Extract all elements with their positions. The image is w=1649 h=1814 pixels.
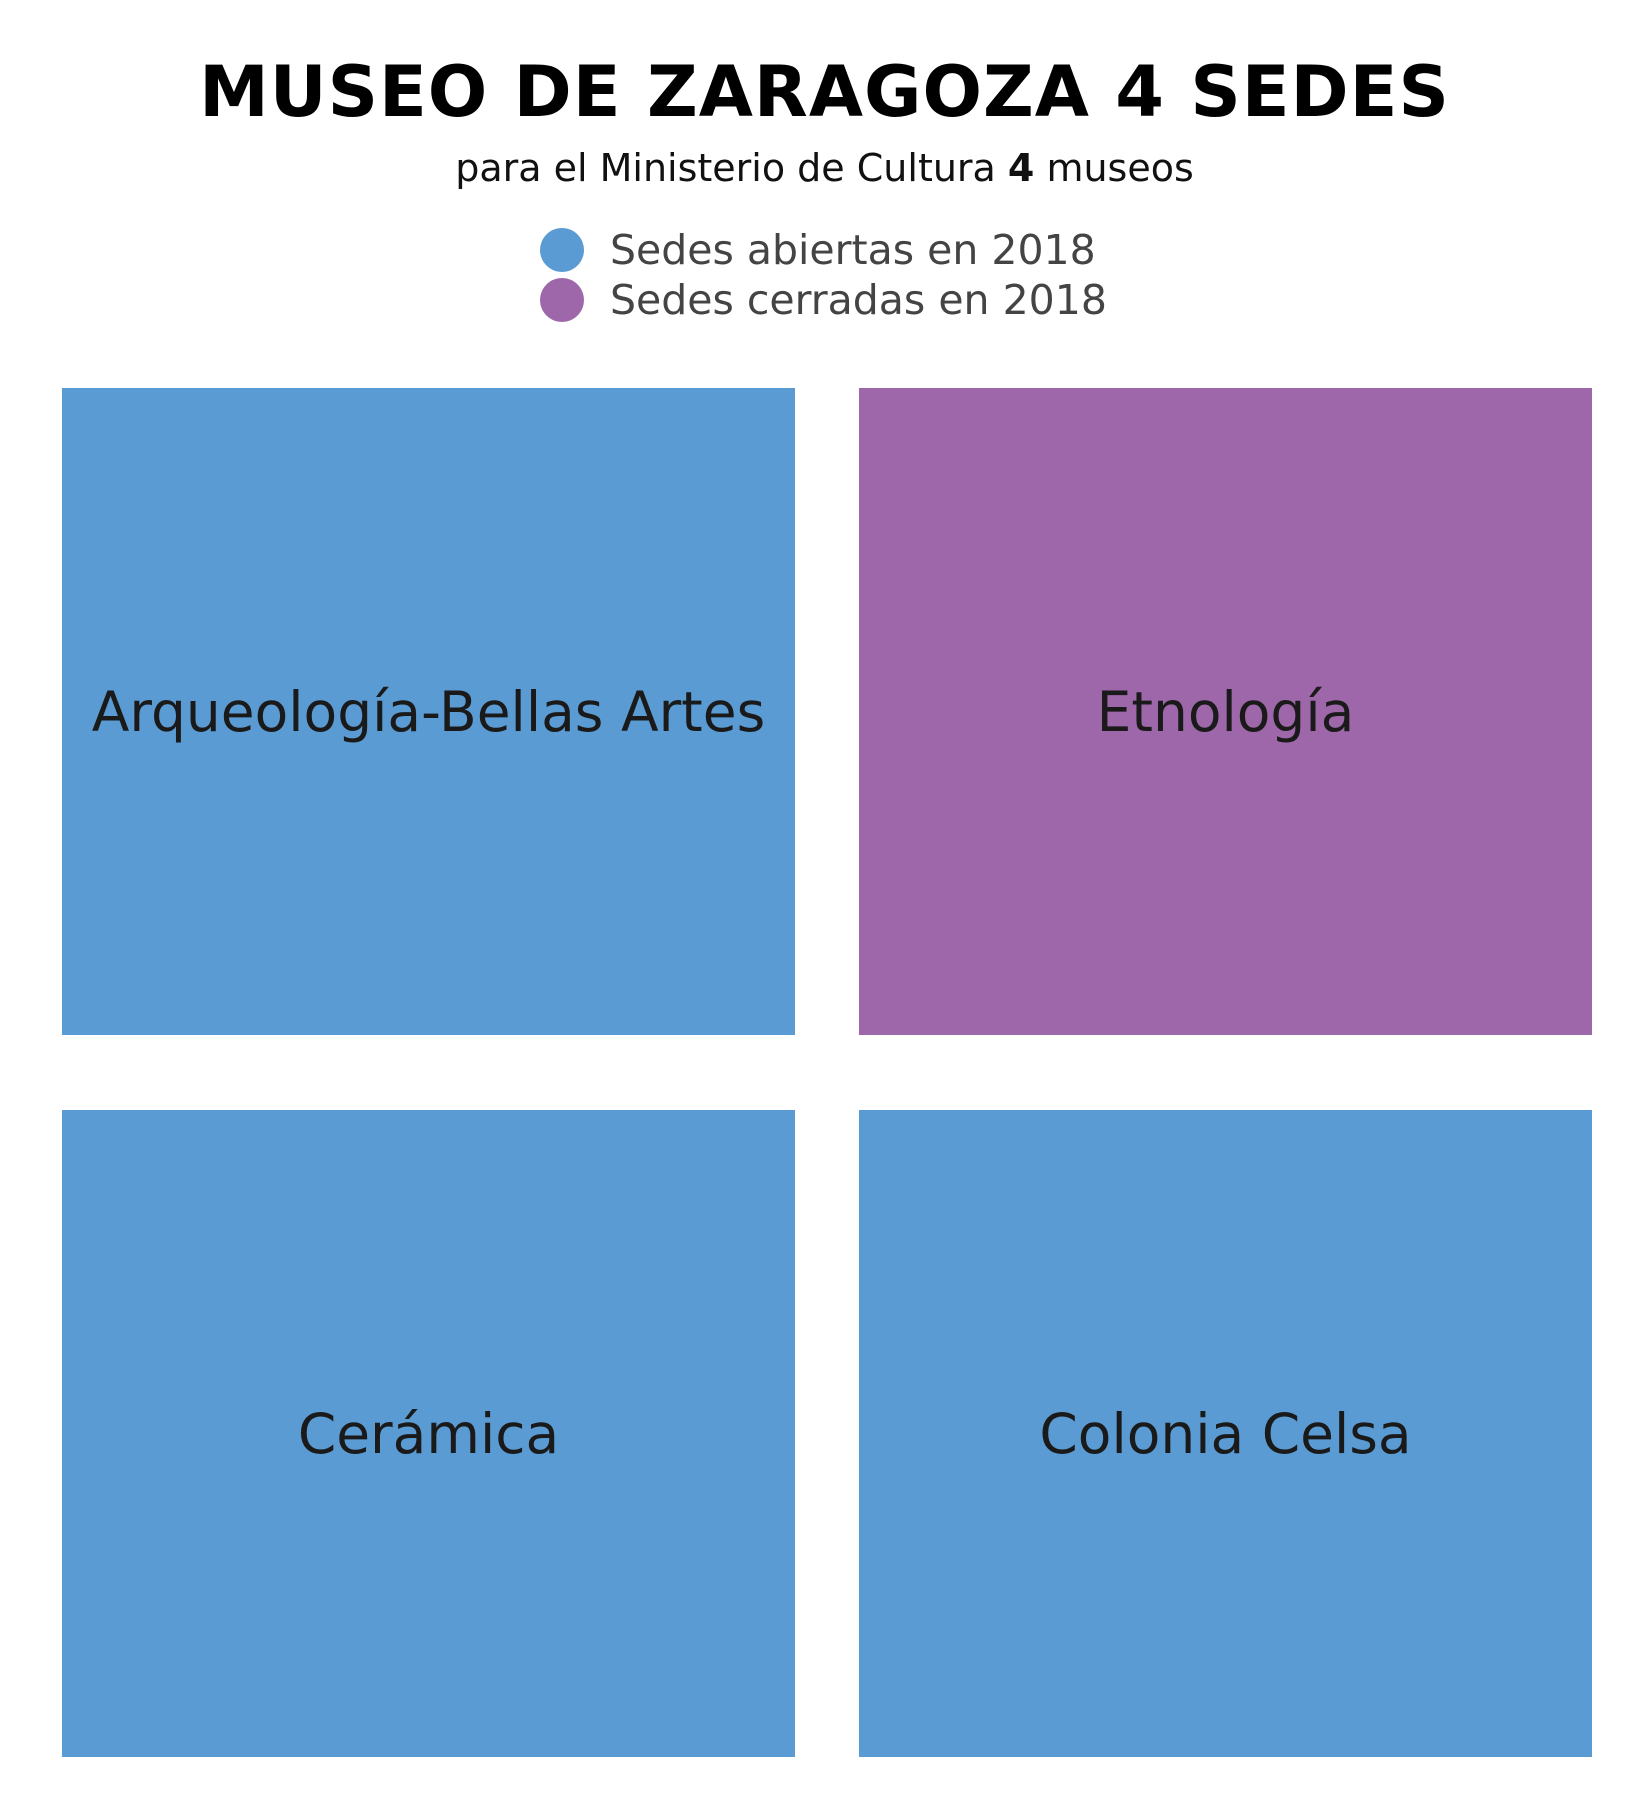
- legend-label-closed: Sedes cerradas en 2018: [610, 276, 1107, 324]
- tile-ceramica: Cerámica: [62, 1110, 795, 1757]
- tile-arqueologia-bellas-artes: Arqueología-Bellas Artes: [62, 388, 795, 1035]
- tile-colonia-celsa: Colonia Celsa: [859, 1110, 1592, 1757]
- legend-item-open: Sedes abiertas en 2018: [540, 225, 1107, 275]
- legend-item-closed: Sedes cerradas en 2018: [540, 275, 1107, 325]
- tile-label: Arqueología-Bellas Artes: [91, 679, 766, 744]
- subtitle-suffix: museos: [1034, 146, 1194, 190]
- tile-etnologia: Etnología: [859, 388, 1592, 1035]
- chart-title: MUSEO DE ZARAGOZA 4 SEDES: [199, 51, 1450, 133]
- legend-label-open: Sedes abiertas en 2018: [610, 226, 1096, 274]
- chart-subtitle: para el Ministerio de Cultura 4 museos: [0, 145, 1649, 191]
- tile-label: Cerámica: [297, 1401, 560, 1466]
- subtitle-number: 4: [1007, 146, 1035, 190]
- legend-dot-closed: [540, 278, 584, 322]
- subtitle-prefix: para el Ministerio de Cultura: [455, 146, 1008, 190]
- tile-label: Etnología: [1096, 679, 1355, 744]
- tile-label: Colonia Celsa: [1039, 1401, 1412, 1466]
- legend-dot-open: [540, 228, 584, 272]
- legend: Sedes abiertas en 2018 Sedes cerradas en…: [540, 225, 1107, 325]
